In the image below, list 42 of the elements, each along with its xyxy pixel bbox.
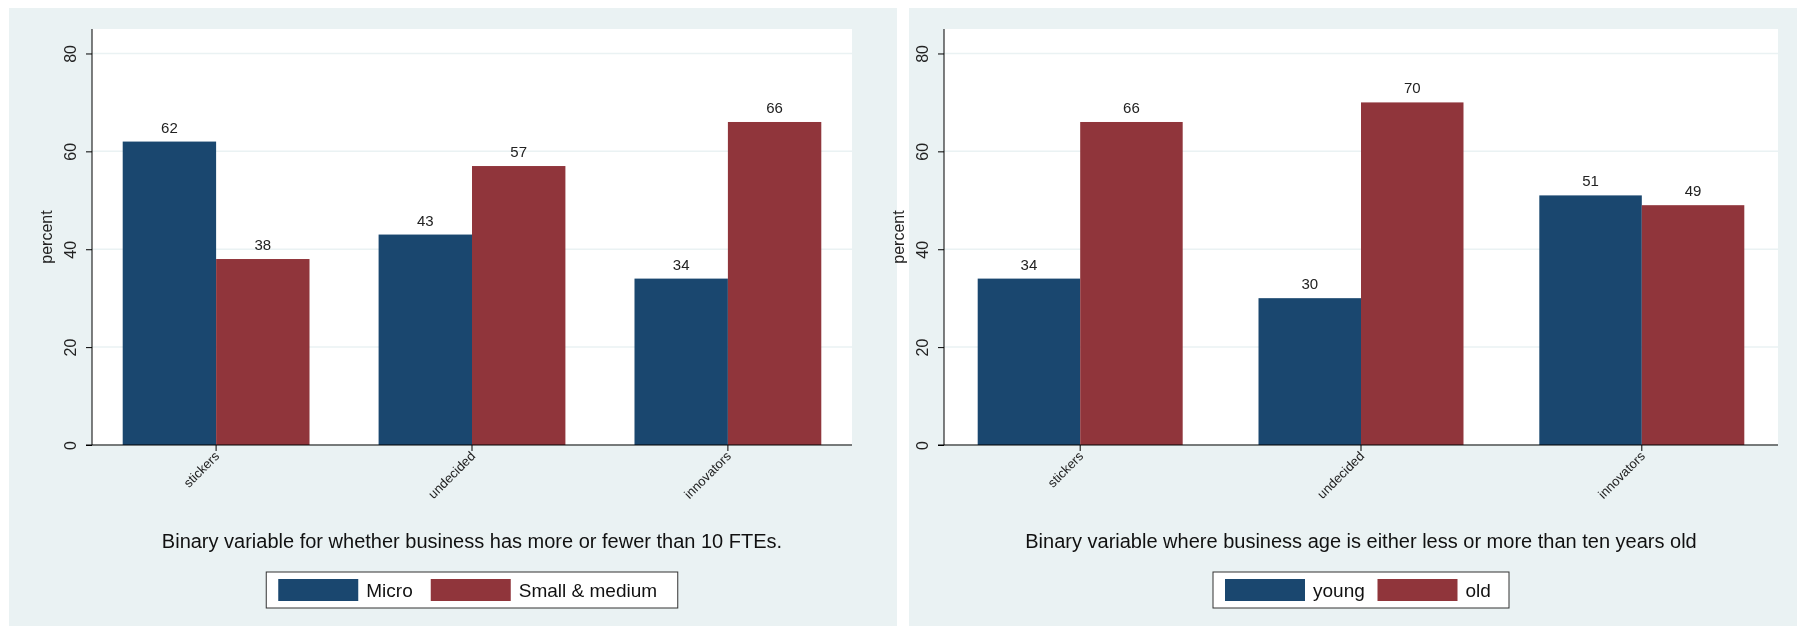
data-label: 38	[254, 236, 272, 254]
bar	[1361, 102, 1464, 445]
y-axis-title: percent	[890, 209, 907, 264]
legend-label: old	[1465, 580, 1491, 601]
data-label: 34	[1020, 255, 1038, 273]
data-label: 34	[672, 255, 690, 273]
bar	[472, 166, 566, 445]
bar	[122, 141, 217, 445]
bar	[634, 278, 728, 445]
y-tick-label: 60	[914, 142, 931, 161]
y-tick-label: 60	[62, 142, 79, 161]
bar	[1258, 298, 1362, 445]
bar	[977, 278, 1081, 445]
data-label: 49	[1684, 182, 1702, 200]
data-label: 51	[1582, 172, 1599, 190]
data-label: 30	[1301, 275, 1319, 293]
y-tick-label: 80	[62, 44, 79, 63]
data-label: 43	[416, 211, 434, 229]
legend-label: Small & medium	[518, 580, 658, 601]
bar	[216, 259, 310, 445]
y-tick-label: 80	[914, 44, 931, 63]
legend-label: Micro	[366, 580, 413, 601]
data-label: 66	[766, 98, 783, 116]
data-label: 66	[1123, 98, 1140, 116]
bar	[727, 121, 822, 445]
bar	[1539, 195, 1642, 445]
data-label: 62	[161, 118, 178, 136]
legend-label: young	[1313, 580, 1365, 601]
data-label: 70	[1403, 79, 1421, 97]
y-tick-label: 20	[914, 338, 931, 357]
y-axis-title: percent	[38, 209, 55, 264]
x-axis-title: Binary variable for whether business has more or fewer than 10 FTEs.	[161, 530, 783, 552]
bar	[1080, 121, 1183, 445]
y-tick-label: 40	[62, 240, 79, 259]
y-tick-label: 40	[914, 240, 931, 259]
bar	[1641, 205, 1745, 445]
y-tick-label: 0	[62, 440, 79, 450]
bar	[378, 234, 472, 445]
data-label: 57	[510, 143, 528, 161]
y-tick-label: 0	[914, 440, 931, 450]
x-axis-title: Binary variable where business age is either less or more than ten years old	[1025, 530, 1697, 552]
y-tick-label: 20	[62, 338, 79, 357]
